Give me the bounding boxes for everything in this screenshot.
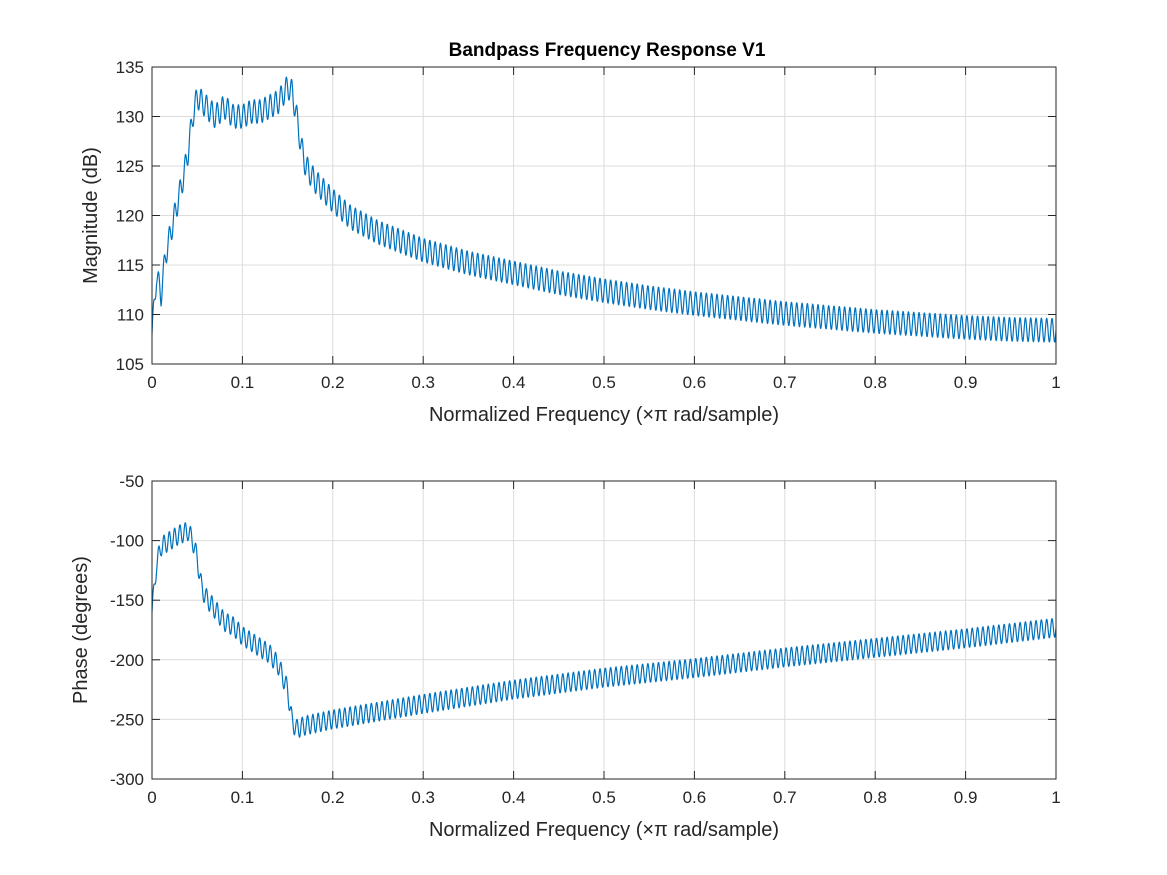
y-tick-label: 120 xyxy=(116,207,144,226)
x-tick-label: 0 xyxy=(147,788,156,807)
x-tick-label: 0.5 xyxy=(592,373,616,392)
x-axis-label: Normalized Frequency (×π rad/sample) xyxy=(429,819,779,841)
y-tick-label: -150 xyxy=(110,591,144,610)
x-tick-label: 1 xyxy=(1051,373,1060,392)
y-tick-label: -300 xyxy=(110,770,144,789)
x-tick-label: 0.3 xyxy=(411,788,435,807)
x-axis-label: Normalized Frequency (×π rad/sample) xyxy=(429,404,779,426)
x-tick-label: 0.1 xyxy=(231,788,255,807)
chart-title: Bandpass Frequency Response V1 xyxy=(449,40,766,61)
phase-plot: 0 0.1 0.2 0.3 0.4 0.5 0.6 0.7 0.8 0.9 1 -300 -250 -20… xyxy=(70,472,1061,841)
x-tick-label: 0.6 xyxy=(683,788,707,807)
y-axis-label: Magnitude (dB) xyxy=(80,147,102,284)
x-tick-label: 0.6 xyxy=(683,373,707,392)
y-tick-label: 115 xyxy=(117,256,144,275)
x-tick-label: 0.2 xyxy=(321,788,345,807)
y-tick-label: -50 xyxy=(119,472,144,491)
y-tick-label: 110 xyxy=(117,306,144,325)
y-tick-label: 130 xyxy=(116,108,144,127)
y-tick-label: -100 xyxy=(110,532,144,551)
y-tick-label: 135 xyxy=(116,58,144,77)
x-tick-label: 0.4 xyxy=(502,373,526,392)
x-tick-label: 0.5 xyxy=(592,788,616,807)
x-tick-label: 0 xyxy=(147,373,156,392)
y-tick-label: -200 xyxy=(110,651,144,670)
magnitude-line xyxy=(151,76,1057,343)
x-tick-label: 0.8 xyxy=(863,788,887,807)
x-tick-label: 0.8 xyxy=(863,373,887,392)
x-tick-label: 0.7 xyxy=(773,373,797,392)
x-tick-label: 0.2 xyxy=(321,373,345,392)
x-tick-label: 0.3 xyxy=(411,373,435,392)
y-tick-label: -250 xyxy=(110,710,144,729)
magnitude-plot: 0 0.1 0.2 0.3 0.4 0.5 0.6 0.7 0.8 0.9 1 105 110 115 12… xyxy=(80,58,1061,426)
x-tick-label: 0.9 xyxy=(954,788,978,807)
x-tick-label: 0.4 xyxy=(502,788,526,807)
y-axis-label: Phase (degrees) xyxy=(70,556,92,704)
y-tick-label: 105 xyxy=(116,355,144,374)
x-tick-label: 0.7 xyxy=(773,788,797,807)
x-tick-label: 0.1 xyxy=(231,373,255,392)
x-tick-label: 1 xyxy=(1051,788,1060,807)
y-tick-label: 125 xyxy=(116,157,144,176)
phase-line xyxy=(151,522,1057,738)
x-tick-label: 0.9 xyxy=(954,373,978,392)
